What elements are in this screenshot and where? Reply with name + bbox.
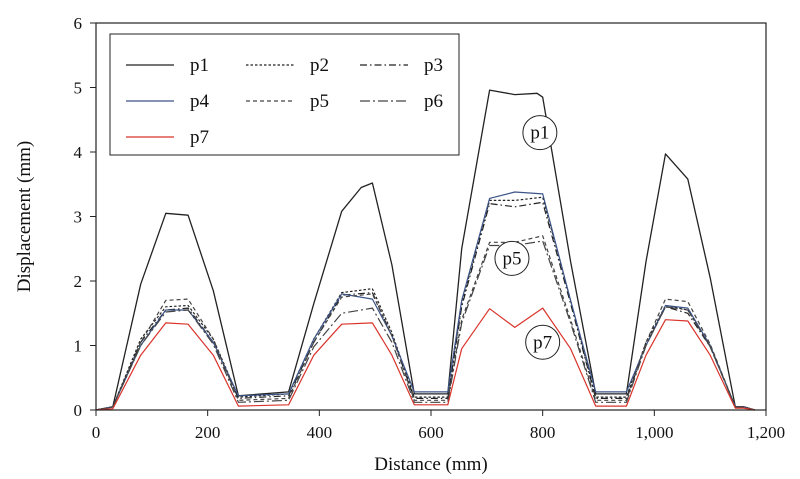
series-line-p3 [95,201,755,411]
annotation-label: p5 [502,248,521,269]
legend-label: p7 [190,127,209,148]
y-tick-label: 2 [74,272,83,291]
legend-item-p7: p7 [126,127,209,148]
legend-item-p1: p1 [126,55,209,76]
series-line-p1 [95,89,755,411]
y-tick-label: 6 [74,14,83,33]
annotation-layer: p1 p5 p7 [494,115,561,360]
annotation-label: p7 [533,332,552,353]
legend-item-p4: p4 [126,91,210,112]
legend-label: p1 [190,55,209,76]
y-tick-label: 0 [74,401,83,420]
annotation-p7: p7 [525,324,561,360]
y-axis-title: Displacement (mm) [14,141,35,292]
y-tick-label: 3 [74,208,83,227]
series-line-p2 [95,196,755,411]
y-tick-label: 1 [74,337,83,356]
legend-item-p5: p5 [246,91,329,112]
series-line-p6 [95,240,755,411]
legend-item-p2: p2 [246,55,329,76]
x-tick-label: 0 [92,423,101,442]
annotation-circle [522,115,558,151]
tick-layer: 0 200 400 600 800 1,000 1,200 0 1 2 3 4 5 6 [74,14,786,442]
x-tick-label: 400 [307,423,333,442]
legend-label: p6 [424,91,443,112]
legend-label: p2 [310,55,329,76]
y-tick-label: 4 [74,143,83,162]
x-tick-label: 1,000 [635,423,673,442]
x-axis-title: Distance (mm) [374,454,487,475]
legend-label: p3 [424,55,443,76]
x-tick-label: 200 [195,423,221,442]
annotation-label: p1 [530,123,549,144]
legend: p1 p2 p3 p4 p5 p6 p7 [109,33,460,156]
x-tick-label: 1,200 [747,423,785,442]
legend-label: p4 [190,91,210,112]
series-layer [95,89,755,411]
series-line-p7 [95,307,755,411]
annotation-circle [525,324,561,360]
legend-item-p6: p6 [360,91,443,112]
legend-label: p5 [310,91,329,112]
x-tick-label: 600 [418,423,444,442]
legend-item-p3: p3 [360,55,443,76]
x-tick-label: 800 [530,423,556,442]
annotation-circle [494,240,530,276]
series-line-p5 [95,235,755,411]
annotation-p5: p5 [494,240,530,276]
legend-box [109,33,460,156]
y-tick-label: 5 [74,79,83,98]
annotation-p1: p1 [522,115,558,151]
